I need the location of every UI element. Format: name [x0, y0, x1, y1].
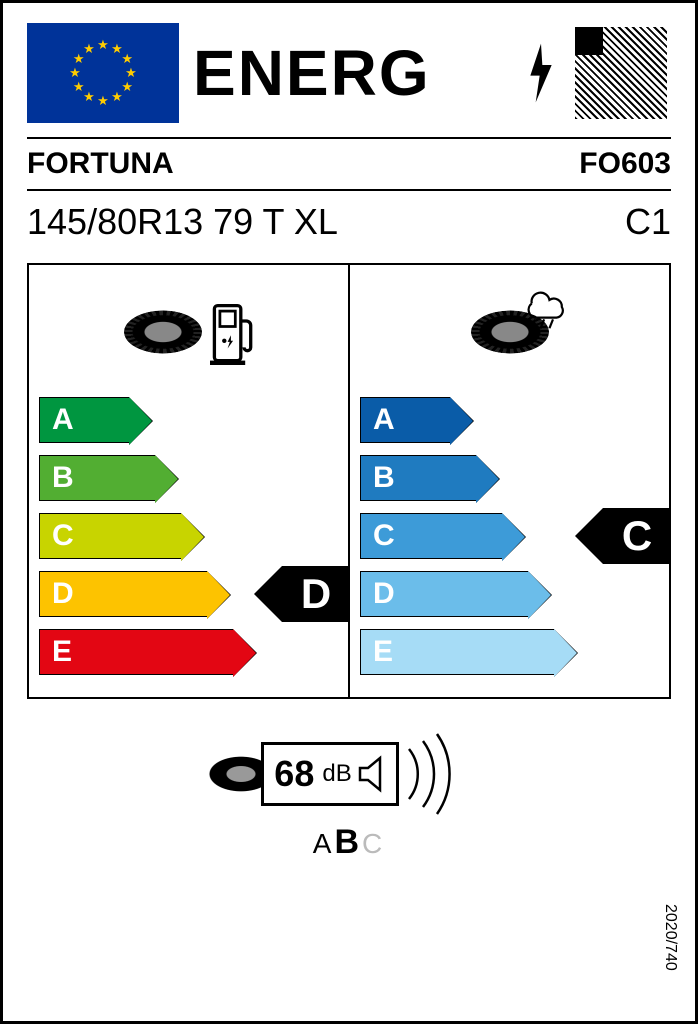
rating-result-badge: D	[282, 566, 350, 622]
rating-bar: A	[360, 397, 450, 443]
eu-tyre-label: ★★★★★★★★★★★★ ENERG FORTUNA FO603 145/80R…	[0, 0, 698, 1024]
rating-bar-row: C	[39, 507, 338, 565]
rating-bar-letter: A	[373, 403, 395, 437]
noise-class-letter: B	[334, 823, 362, 861]
rain-cloud-icon	[514, 282, 576, 332]
tire-icon	[124, 311, 202, 354]
rating-bar: C	[360, 513, 502, 559]
wet-icon-group	[360, 277, 659, 387]
wet-grip-column: ABCDE C	[349, 263, 671, 699]
noise-db-value: 68	[274, 753, 314, 795]
rating-bar: A	[39, 397, 129, 443]
brand-row: FORTUNA FO603	[27, 139, 671, 189]
fuel-bars: ABCDE	[39, 391, 338, 681]
rating-bar-row: D	[360, 565, 659, 623]
rating-bar-letter: D	[52, 577, 74, 611]
energy-title: ENERG	[193, 36, 525, 110]
noise-db-unit: dB	[322, 760, 351, 788]
noise-value-box: 68 dB	[261, 742, 398, 806]
rating-bar: B	[360, 455, 476, 501]
rating-bar: D	[360, 571, 528, 617]
noise-class-letter: C	[362, 828, 385, 859]
noise-section: 68 dB ABC	[27, 729, 671, 862]
rating-bar-row: E	[39, 623, 338, 681]
ratings-section: ABCDE D ABCDE C	[27, 263, 671, 699]
speaker-icon	[358, 754, 386, 794]
rating-bar-row: A	[39, 391, 338, 449]
rating-bar-letter: A	[52, 403, 74, 437]
brand-name: FORTUNA	[27, 147, 174, 181]
rating-bar-letter: E	[373, 635, 393, 669]
sound-waves-icon	[399, 729, 489, 819]
fuel-pump-icon	[210, 299, 254, 365]
rating-bar: E	[360, 629, 554, 675]
qr-code-icon[interactable]	[571, 23, 671, 123]
rating-bar-letter: C	[373, 519, 395, 553]
bolt-icon	[525, 41, 557, 105]
rating-bar-letter: B	[373, 461, 395, 495]
noise-class-indicator: ABC	[313, 823, 385, 862]
eu-flag-icon: ★★★★★★★★★★★★	[27, 23, 179, 123]
rating-bar-letter: C	[52, 519, 74, 553]
noise-class-letter: A	[313, 828, 335, 859]
tyre-size: 145/80R13 79 T XL	[27, 201, 338, 243]
rating-bar: D	[39, 571, 207, 617]
rating-bar: E	[39, 629, 233, 675]
rating-bar-row: E	[360, 623, 659, 681]
model-code: FO603	[579, 147, 671, 181]
rating-bar: B	[39, 455, 155, 501]
size-row: 145/80R13 79 T XL C1	[27, 191, 671, 253]
rating-bar-row: A	[360, 391, 659, 449]
tyre-class: C1	[625, 201, 671, 243]
rating-bar-row: B	[360, 449, 659, 507]
regulation-code: 2020/740	[661, 904, 679, 971]
rating-bar-letter: D	[373, 577, 395, 611]
rating-result-badge: C	[603, 508, 671, 564]
rating-bar-letter: B	[52, 461, 74, 495]
fuel-icon-group	[39, 277, 338, 387]
rating-bar-letter: E	[52, 635, 72, 669]
rating-bar-row: B	[39, 449, 338, 507]
rating-bar: C	[39, 513, 181, 559]
fuel-efficiency-column: ABCDE D	[27, 263, 349, 699]
header: ★★★★★★★★★★★★ ENERG	[27, 23, 671, 123]
